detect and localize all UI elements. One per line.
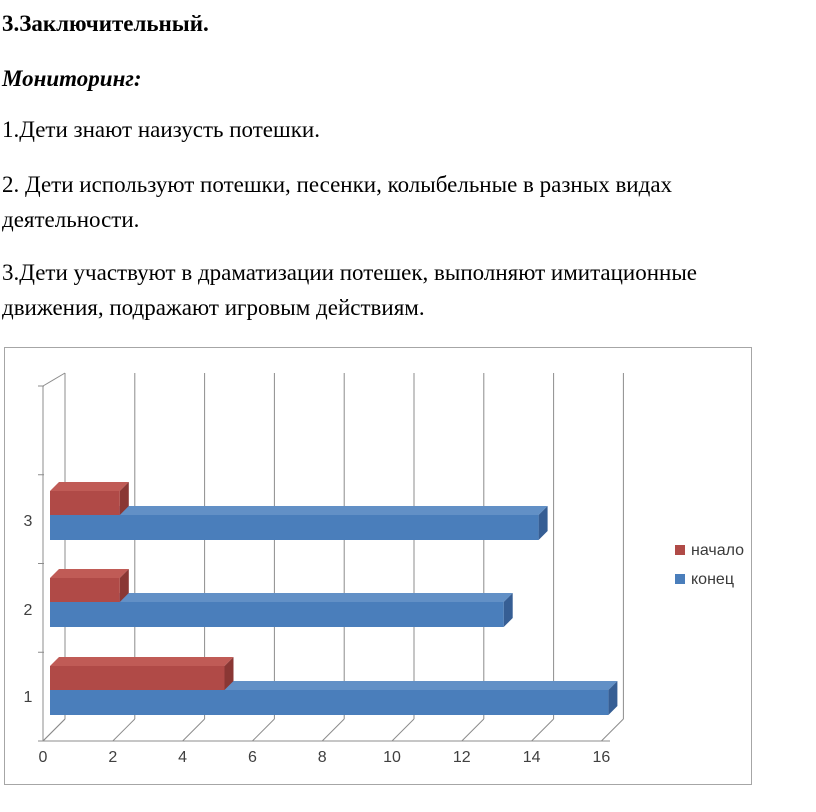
heading: 3.Заключительный. [2, 11, 209, 36]
bar-nachalo-cat-1 [50, 657, 234, 690]
paragraph-2: 2. Дети используют потешки, песенки, кол… [2, 172, 673, 232]
y-category-label-3: 3 [24, 513, 33, 530]
legend-label-konec: конец [691, 571, 734, 588]
legend-item-konec: конец [675, 571, 734, 588]
legend-item-nachalo: начало [675, 542, 744, 559]
bar-konec-cat-2 [50, 593, 513, 627]
chart-gridlines [42, 373, 624, 742]
legend-swatch-konec [675, 574, 685, 584]
y-category-label-1: 1 [24, 689, 33, 706]
bar-konec-cat-3 [50, 506, 548, 540]
legend-label-nachalo: начало [691, 542, 744, 559]
x-tick-label-0: 0 [39, 749, 48, 766]
chart-legend: начало конец [675, 542, 744, 588]
paragraph-1: 1.Дети знают наизусть потешки. [2, 117, 320, 142]
x-axis-labels: 0 2 4 6 8 10 12 14 16 [39, 749, 611, 766]
subheading: Мониторинг: [2, 66, 142, 91]
x-tick-label-14: 14 [523, 749, 541, 766]
chart-bars [50, 482, 618, 715]
bar-nachalo-cat-2 [50, 569, 129, 602]
bar-chart: 0 2 4 6 8 10 12 14 16 1 2 3 начало конец [4, 347, 752, 785]
x-tick-label-10: 10 [383, 749, 401, 766]
paragraph-3: 3.Дети участвуют в драматизации потешек,… [2, 260, 698, 320]
x-tick-label-4: 4 [178, 749, 187, 766]
x-tick-label-16: 16 [593, 749, 611, 766]
bar-nachalo-cat-3 [50, 482, 129, 515]
x-tick-label-6: 6 [248, 749, 257, 766]
y-axis-labels: 1 2 3 [24, 513, 33, 706]
x-tick-label-12: 12 [453, 749, 471, 766]
y-category-label-2: 2 [24, 602, 33, 619]
legend-swatch-nachalo [675, 545, 685, 555]
x-tick-label-2: 2 [108, 749, 117, 766]
text-block: 3.Заключительный. Мониторинг: 1.Дети зна… [2, 0, 758, 325]
x-tick-label-8: 8 [318, 749, 327, 766]
